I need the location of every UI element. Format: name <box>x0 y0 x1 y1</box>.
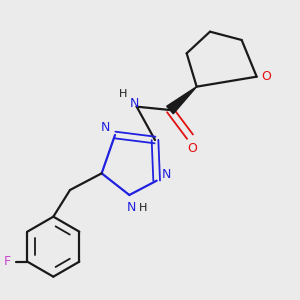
Text: F: F <box>4 255 11 268</box>
Text: O: O <box>262 70 272 83</box>
Text: H: H <box>119 89 128 99</box>
Text: N: N <box>129 98 139 110</box>
Text: O: O <box>188 142 198 155</box>
Text: N: N <box>101 121 110 134</box>
Text: N: N <box>161 168 171 181</box>
Text: N: N <box>126 201 136 214</box>
Text: H: H <box>139 203 148 213</box>
Polygon shape <box>167 87 197 114</box>
